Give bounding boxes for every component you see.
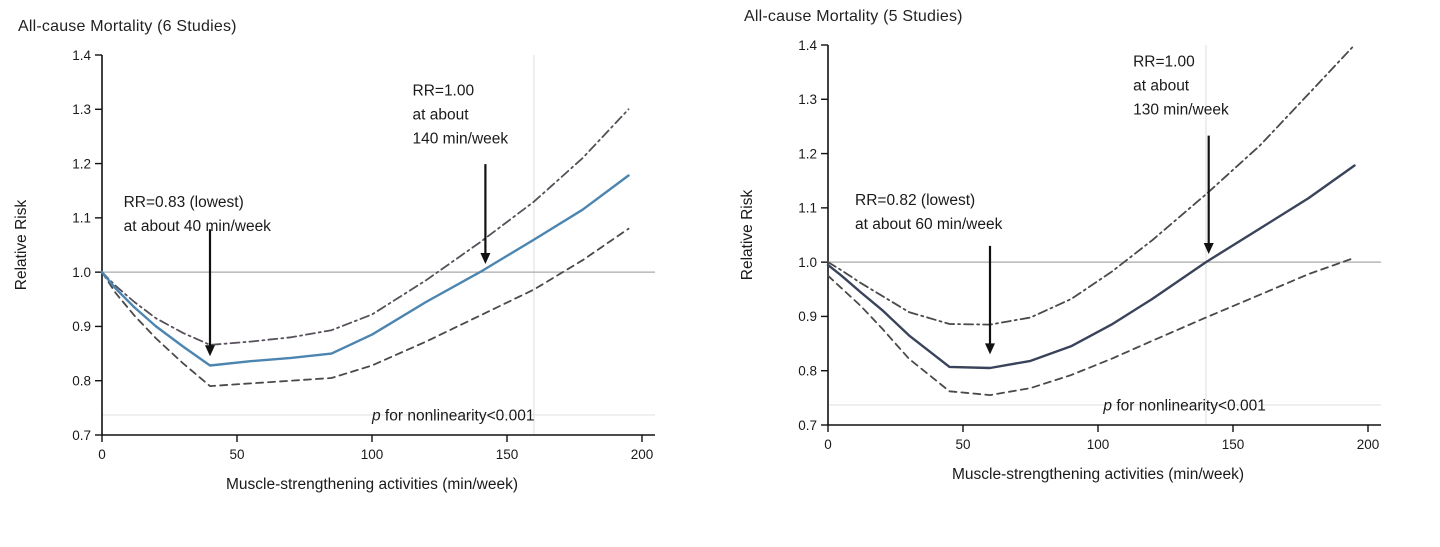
y-axis-title: Relative Risk (13, 200, 30, 291)
x-tick-label: 200 (1357, 437, 1380, 452)
series-central-estimate-line (826, 164, 1356, 370)
annotation-arrowhead (205, 345, 215, 357)
annotation-text: 130 min/week (1133, 102, 1229, 119)
chart-title: All-cause Mortality (5 Studies) (744, 8, 963, 25)
chart-all-cause-mortality-5-studies: All-cause Mortality (5 Studies) 0.7 0.8 0.… (728, 6, 1430, 492)
y-axis-title: Relative Risk (739, 190, 756, 281)
y-tick-label: 1.3 (798, 92, 817, 107)
y-tick-label: 1.4 (72, 48, 91, 63)
x-tick-label: 100 (361, 447, 384, 462)
series-lower-ci-line (827, 256, 1356, 397)
y-tick-label: 0.7 (72, 428, 91, 443)
y-tick-label: 1.2 (798, 146, 817, 161)
x-tick-label: 100 (1087, 437, 1110, 452)
series-central-estimate-line (100, 174, 630, 367)
y-tick-label: 1.1 (72, 211, 91, 226)
x-tick-label: 150 (496, 447, 519, 462)
annotation-text: at about (413, 107, 470, 124)
y-tick-label: 1.0 (72, 265, 91, 280)
annotation-arrowhead (1203, 243, 1214, 254)
annotation: RR=0.82 (lowest) at about 60 min/week (855, 192, 1003, 355)
annotation: RR=1.00 at about 130 min/week (1133, 54, 1229, 254)
annotation: RR=0.83 (lowest) at about 40 min/week (124, 194, 272, 357)
x-tick-label: 50 (955, 437, 970, 452)
y-tick-label: 1.2 (72, 156, 91, 171)
annotation-arrowhead (480, 253, 491, 264)
x-axis-title: Muscle-strengthening activities (min/wee… (952, 466, 1244, 483)
y-tick-label: 0.9 (72, 319, 91, 334)
annotation-text: at about 60 min/week (855, 216, 1003, 233)
x-tick-label: 0 (98, 447, 106, 462)
y-tick-label: 1.3 (72, 102, 91, 117)
y-tick-label: 0.8 (72, 374, 91, 389)
series-upper-ci-line (827, 44, 1356, 326)
y-tick-label: 1.4 (798, 38, 817, 53)
p-value-label: p for nonlinearity<0.001 (371, 407, 534, 424)
line-plot: 0.7 0.8 0.9 1.0 1.1 1.2 1.3 1.4 0 50 100 150 200 Rela… (739, 38, 1381, 483)
p-value-label: p for nonlinearity<0.001 (1102, 397, 1265, 414)
annotation-arrowhead (985, 343, 995, 355)
annotation-text: RR=1.00 (413, 83, 475, 100)
annotation-text: 140 min/week (413, 131, 509, 148)
annotation-text: at about (1133, 78, 1190, 95)
y-tick-label: 1.1 (798, 201, 817, 216)
annotation-text: RR=0.82 (lowest) (855, 192, 975, 209)
line-plot: 0.7 0.8 0.9 1.0 1.1 1.2 1.3 1.4 0 50 100 150 200 Rela… (13, 48, 655, 493)
chart-title: All-cause Mortality (6 Studies) (18, 18, 237, 35)
annotation-text: RR=1.00 (1133, 54, 1195, 71)
y-tick-label: 0.8 (798, 364, 817, 379)
y-tick-label: 1.0 (798, 255, 817, 270)
x-tick-label: 50 (229, 447, 244, 462)
x-tick-label: 200 (631, 447, 654, 462)
x-tick-label: 0 (824, 437, 832, 452)
x-tick-label: 150 (1222, 437, 1245, 452)
series-lower-ci-line (101, 227, 630, 388)
y-tick-label: 0.7 (798, 418, 817, 433)
chart-all-cause-mortality-6-studies: All-cause Mortality (6 Studies) 0.7 0.8 0.… (2, 6, 704, 502)
y-tick-label: 0.9 (798, 309, 817, 324)
annotation-text: RR=0.83 (lowest) (124, 194, 244, 211)
series-upper-ci-line (101, 108, 630, 346)
annotation: RR=1.00 at about 140 min/week (413, 83, 509, 264)
annotation-text: at about 40 min/week (124, 218, 272, 235)
x-axis-title: Muscle-strengthening activities (min/wee… (226, 476, 518, 493)
